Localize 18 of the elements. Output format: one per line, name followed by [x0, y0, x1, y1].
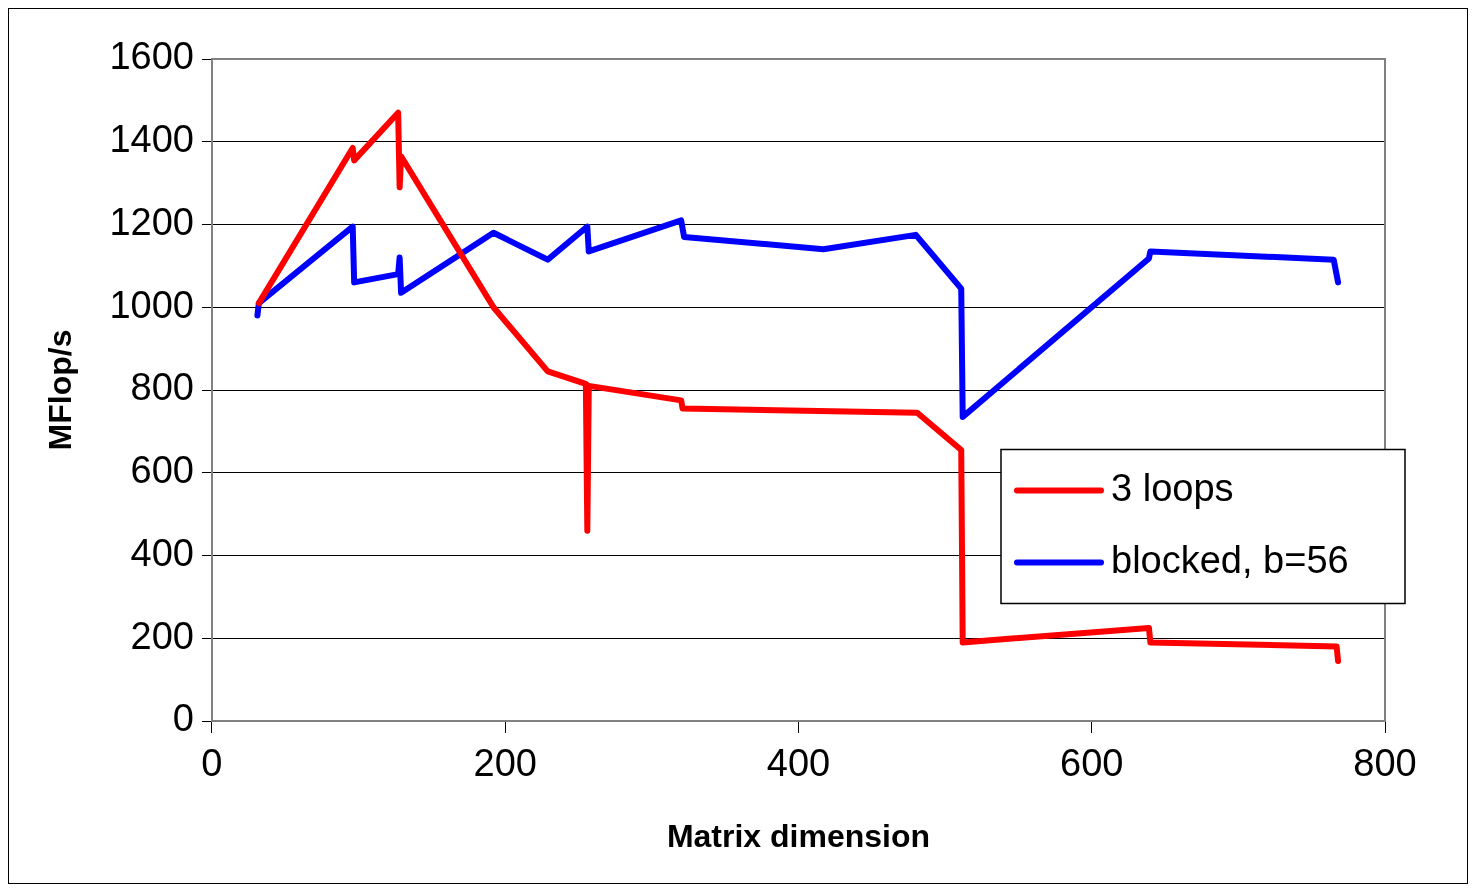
legend-label: blocked, b=56 — [1111, 539, 1349, 582]
y-tick-label: 800 — [130, 366, 194, 409]
y-tick-label: 400 — [130, 531, 194, 574]
y-tick-label: 1200 — [109, 200, 194, 243]
legend-label: 3 loops — [1111, 467, 1234, 510]
x-axis-title: Matrix dimension — [666, 817, 931, 854]
y-tick-label: 200 — [130, 614, 194, 657]
x-tick-label: 200 — [473, 742, 537, 785]
x-tick-label: 800 — [1353, 742, 1417, 785]
y-axis-title: MFlop/s — [42, 329, 79, 451]
y-tick-label: 600 — [130, 449, 194, 492]
y-tick-label: 0 — [172, 697, 194, 740]
y-tick-label: 1000 — [109, 283, 194, 326]
x-tick-label: 600 — [1060, 742, 1124, 785]
y-tick-label: 1600 — [109, 35, 194, 78]
x-tick-label: 0 — [201, 742, 223, 785]
y-tick-label: 1400 — [109, 118, 194, 161]
x-tick-label: 400 — [766, 742, 831, 785]
